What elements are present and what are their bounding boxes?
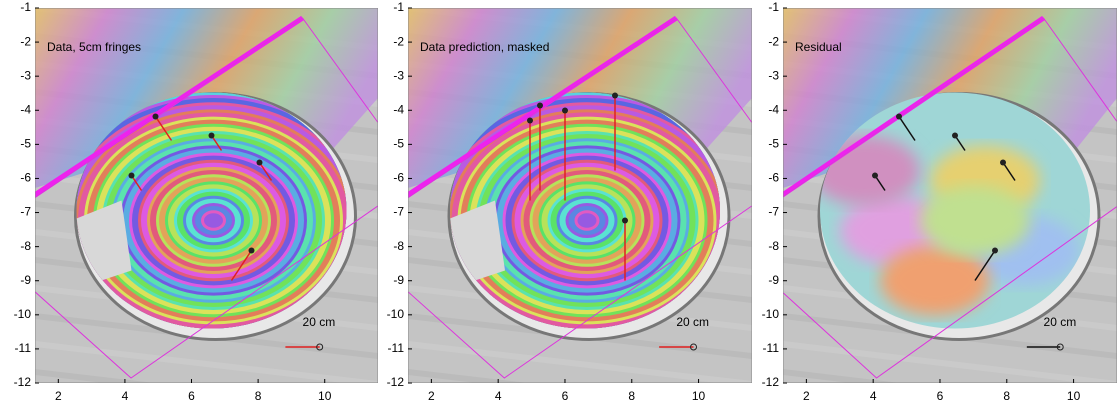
figure: Data, 5cm fringes 20 cm -1 -2 -3 -4 -5 -6 -7 -8 -9… (0, 0, 1117, 408)
y-tick-label: -9 (393, 273, 404, 287)
y-tick-label: -9 (20, 273, 31, 287)
x-tick-label: 8 (1003, 389, 1010, 403)
y-tick-label: -8 (768, 239, 779, 253)
y-tick-label: -4 (393, 102, 404, 116)
fringe (203, 212, 225, 230)
y-tick-label: -6 (768, 171, 779, 185)
vector-head (992, 248, 998, 254)
vector-head (527, 118, 533, 124)
x-tick-label: 6 (562, 389, 569, 403)
x-tick-label: 2 (55, 389, 62, 403)
x-tick-label: 4 (495, 389, 502, 403)
vector-head (612, 93, 618, 99)
vector-head (896, 114, 902, 120)
y-tick-label: -7 (768, 205, 779, 219)
y-tick-label: -8 (393, 239, 404, 253)
x-tick-label: 10 (318, 389, 332, 403)
y-tick-label: -11 (763, 341, 780, 355)
vector-head (249, 248, 255, 254)
y-tick-label: -4 (20, 102, 31, 116)
y-tick-label: -6 (20, 171, 31, 185)
y-tick-label: -2 (768, 34, 779, 48)
x-tick-label: 2 (428, 389, 435, 403)
y-tick-label: -12 (14, 375, 32, 389)
x-tick-label: 6 (937, 389, 944, 403)
y-tick-label: -2 (20, 34, 31, 48)
x-tick-label: 10 (692, 389, 706, 403)
vector-head (209, 133, 215, 139)
residual-patch (880, 246, 990, 316)
y-tick-label: -7 (393, 205, 404, 219)
y-tick-label: -10 (14, 307, 32, 321)
vector-head (872, 173, 878, 179)
y-tick-label: -6 (393, 171, 404, 185)
panel (0, 8, 418, 408)
y-tick-label: -4 (768, 102, 779, 116)
panel-title: Data prediction, masked (420, 40, 549, 54)
y-tick-label: -1 (393, 0, 404, 14)
scale-label: 20 cm (1044, 315, 1077, 329)
y-tick-label: -10 (762, 307, 780, 321)
y-tick-label: -3 (393, 68, 404, 82)
y-tick-label: -11 (15, 341, 32, 355)
y-tick-label: -9 (768, 273, 779, 287)
vector-head (153, 114, 159, 120)
panel-title: Residual (795, 40, 842, 54)
x-tick-label: 4 (870, 389, 877, 403)
vector-head (257, 160, 263, 166)
x-tick-label: 6 (188, 389, 195, 403)
fringe (576, 212, 598, 230)
y-tick-label: -3 (768, 68, 779, 82)
residual-patch (920, 186, 1030, 256)
x-tick-label: 4 (122, 389, 129, 403)
vector-head (129, 173, 135, 179)
scale-label: 20 cm (676, 315, 709, 329)
vector-head (952, 133, 958, 139)
vector-head (622, 218, 628, 224)
x-tick-label: 8 (255, 389, 262, 403)
y-tick-label: -7 (20, 205, 31, 219)
scale-label: 20 cm (303, 315, 336, 329)
vector-head (1000, 160, 1006, 166)
x-tick-label: 10 (1067, 389, 1081, 403)
y-tick-label: -2 (393, 34, 404, 48)
y-tick-label: -5 (20, 137, 31, 151)
panel-title: Data, 5cm fringes (47, 40, 141, 54)
y-tick-label: -3 (20, 68, 31, 82)
y-tick-label: -1 (768, 0, 779, 14)
y-tick-label: -12 (762, 375, 780, 389)
y-tick-label: -5 (393, 137, 404, 151)
y-tick-label: -8 (20, 239, 31, 253)
vector-head (537, 103, 543, 109)
panel (348, 8, 792, 408)
x-tick-label: 2 (803, 389, 810, 403)
y-tick-label: -10 (387, 307, 405, 321)
y-tick-label: -5 (768, 137, 779, 151)
y-tick-label: -12 (387, 375, 405, 389)
vector-head (562, 108, 568, 114)
y-tick-label: -1 (20, 0, 31, 14)
y-tick-label: -11 (388, 341, 405, 355)
x-tick-label: 8 (628, 389, 635, 403)
